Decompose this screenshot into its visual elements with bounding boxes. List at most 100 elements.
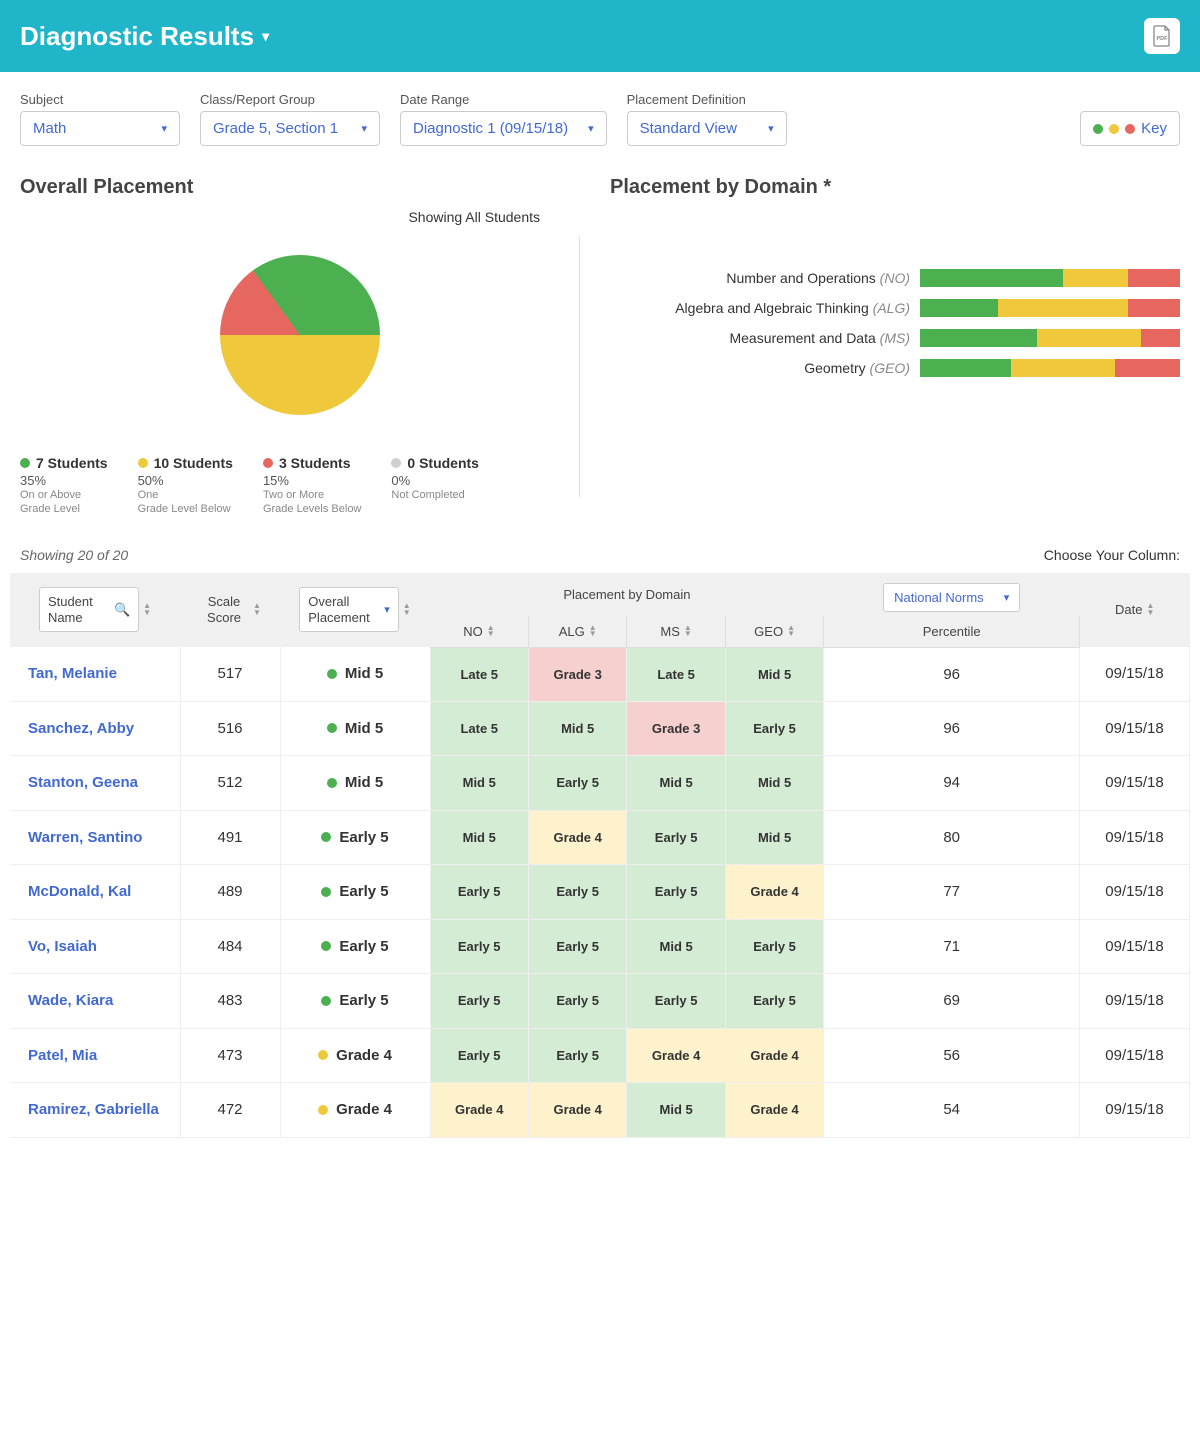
date: 09/15/18: [1080, 1028, 1190, 1083]
key-dot-red: [1125, 124, 1135, 134]
sort-icon[interactable]: ▲▼: [1147, 603, 1155, 616]
scale-score: 516: [180, 701, 280, 756]
page-title-dropdown[interactable]: Diagnostic Results ▾: [20, 21, 269, 52]
domain-label: Measurement and Data (MS): [610, 330, 910, 346]
domain-cell: Early 5: [430, 1028, 528, 1083]
domain-cell: Early 5: [528, 1028, 626, 1083]
placement-dot: [318, 1050, 328, 1060]
select-value: Math: [33, 120, 66, 137]
pie-chart-wrap: [20, 235, 580, 435]
overall-placement: Early 5: [280, 974, 430, 1029]
overall-title: Overall Placement: [20, 176, 580, 199]
table-row: Stanton, Geena512Mid 5Mid 5Early 5Mid 5M…: [10, 756, 1190, 811]
domain-bar: [920, 269, 1180, 287]
sort-icon[interactable]: ▲▼: [684, 625, 692, 638]
choose-column-label: Choose Your Column:: [1044, 547, 1180, 563]
legend-pct: 15%: [263, 473, 361, 488]
domain-cell: Mid 5: [430, 756, 528, 811]
domain-row[interactable]: Measurement and Data (MS): [610, 329, 1180, 347]
overall-placement-select[interactable]: Overall Placement ▾: [299, 587, 399, 632]
domain-seg: [1128, 269, 1180, 287]
scale-score: 512: [180, 756, 280, 811]
results-table: Student Name 🔍 ▲▼ Scale Score ▲▼ Overall…: [10, 573, 1190, 1138]
select-value: Diagnostic 1 (09/15/18): [413, 120, 568, 137]
domain-seg: [1128, 299, 1180, 317]
col-label: Overall Placement: [308, 594, 378, 625]
domain-row[interactable]: Algebra and Algebraic Thinking (ALG): [610, 299, 1180, 317]
placement-select[interactable]: Standard View ▾: [627, 111, 787, 146]
student-name-search[interactable]: Student Name 🔍: [39, 587, 139, 632]
export-pdf-button[interactable]: PDF: [1144, 18, 1180, 54]
date: 09/15/18: [1080, 974, 1190, 1029]
percentile: 94: [824, 756, 1080, 811]
domain-cell: Grade 4: [725, 865, 823, 920]
domain-cell: Early 5: [627, 974, 725, 1029]
filter-label: Date Range: [400, 92, 607, 107]
student-name-link[interactable]: Warren, Santino: [10, 810, 180, 865]
scale-score: 483: [180, 974, 280, 1029]
domain-seg: [1141, 329, 1180, 347]
student-name-link[interactable]: Wade, Kiara: [10, 974, 180, 1029]
legend-dot: [138, 458, 148, 468]
class-select[interactable]: Grade 5, Section 1 ▾: [200, 111, 380, 146]
legend-item[interactable]: 7 Students35%On or AboveGrade Level: [20, 455, 108, 517]
sort-icon[interactable]: ▲▼: [403, 603, 411, 616]
sort-icon[interactable]: ▲▼: [487, 625, 495, 638]
select-value: Standard View: [640, 120, 737, 137]
date: 09/15/18: [1080, 756, 1190, 811]
legend-dot: [263, 458, 273, 468]
student-name-link[interactable]: Vo, Isaiah: [10, 919, 180, 974]
legend-desc: Grade Levels Below: [263, 502, 361, 516]
legend-item[interactable]: 10 Students50%OneGrade Level Below: [138, 455, 233, 517]
date: 09/15/18: [1080, 647, 1190, 701]
date-range-select[interactable]: Diagnostic 1 (09/15/18) ▾: [400, 111, 607, 146]
legend-item[interactable]: 3 Students15%Two or MoreGrade Levels Bel…: [263, 455, 361, 517]
scale-score: 489: [180, 865, 280, 920]
page-header: Diagnostic Results ▾ PDF: [0, 0, 1200, 72]
placement-dot: [327, 669, 337, 679]
domain-cell: Late 5: [430, 647, 528, 701]
student-name-link[interactable]: Patel, Mia: [10, 1028, 180, 1083]
legend-desc: One: [138, 488, 233, 502]
legend-desc: On or Above: [20, 488, 108, 502]
student-name-link[interactable]: Stanton, Geena: [10, 756, 180, 811]
legend-pct: 35%: [20, 473, 108, 488]
scale-score: 484: [180, 919, 280, 974]
scale-score: 473: [180, 1028, 280, 1083]
col-label: Student Name: [48, 594, 108, 625]
sort-icon[interactable]: ▲▼: [589, 625, 597, 638]
domain-cell: Early 5: [725, 919, 823, 974]
national-norms-select[interactable]: National Norms ▾: [883, 583, 1020, 612]
domain-row[interactable]: Number and Operations (NO): [610, 269, 1180, 287]
overall-placement: Mid 5: [280, 701, 430, 756]
sort-icon[interactable]: ▲▼: [143, 603, 151, 616]
domain-cell: Early 5: [430, 919, 528, 974]
overall-pie-chart[interactable]: [220, 255, 380, 415]
domain-cell: Mid 5: [627, 756, 725, 811]
student-name-link[interactable]: Ramirez, Gabriella: [10, 1083, 180, 1138]
pdf-icon: PDF: [1152, 25, 1172, 47]
table-row: Sanchez, Abby516Mid 5Late 5Mid 5Grade 3E…: [10, 701, 1190, 756]
student-name-link[interactable]: McDonald, Kal: [10, 865, 180, 920]
overall-placement: Mid 5: [280, 756, 430, 811]
page-title: Diagnostic Results: [20, 21, 254, 52]
student-name-link[interactable]: Tan, Melanie: [10, 647, 180, 701]
overall-legend: 7 Students35%On or AboveGrade Level 10 St…: [20, 435, 580, 517]
sort-icon[interactable]: ▲▼: [253, 603, 261, 616]
legend-desc: Grade Level Below: [138, 502, 233, 516]
placement-dot: [318, 1105, 328, 1115]
domain-cell: Early 5: [528, 865, 626, 920]
student-name-link[interactable]: Sanchez, Abby: [10, 701, 180, 756]
legend-item[interactable]: 0 Students0%Not Completed: [391, 455, 479, 517]
overall-placement-panel: Overall Placement Showing All Students 7…: [20, 176, 580, 517]
sort-icon[interactable]: ▲▼: [787, 625, 795, 638]
domain-cell: Grade 4: [528, 810, 626, 865]
subject-select[interactable]: Math ▾: [20, 111, 180, 146]
key-button[interactable]: Key: [1080, 111, 1180, 146]
placement-dot: [321, 832, 331, 842]
domain-cell: Mid 5: [627, 1083, 725, 1138]
domain-seg: [920, 359, 1011, 377]
percentile: 77: [824, 865, 1080, 920]
domain-row[interactable]: Geometry (GEO): [610, 359, 1180, 377]
percentile: 54: [824, 1083, 1080, 1138]
